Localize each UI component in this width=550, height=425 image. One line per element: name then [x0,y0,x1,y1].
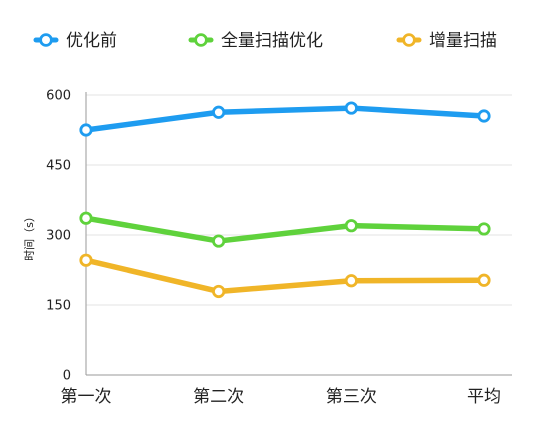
data-point [212,105,226,119]
series-1 [79,101,491,137]
series-line [83,257,487,295]
legend-item: 增量扫描 [396,31,497,51]
legend-label: 优化前 [66,31,117,51]
x-tick-label: 平均 [467,387,501,407]
series-layer [79,101,491,299]
legend-item: 优化前 [33,31,117,51]
data-point [344,219,358,233]
legend-circle-marker [39,33,53,47]
data-point [79,211,93,225]
legend-item: 全量扫描优化 [188,31,323,51]
series-2 [79,211,491,248]
legend: 优化前 全量扫描优化 增量扫描 [33,31,497,51]
y-tick-label: 600 [46,89,71,104]
legend-label: 全量扫描优化 [221,31,323,51]
data-point [477,109,491,123]
data-point [344,101,358,115]
data-point [477,222,491,236]
data-point [212,234,226,248]
grid-layer [86,94,512,306]
data-point [344,274,358,288]
data-point [212,284,226,299]
axis-layer: 0 150 300 450 600 第一次 第二次 第三次 平均 [46,89,512,407]
y-tick-label: 300 [46,229,71,244]
legend-label: 增量扫描 [429,31,497,51]
y-tick-label: 0 [63,369,71,384]
data-point [79,253,93,267]
y-tick-label: 150 [46,299,71,314]
legend-circle-marker [194,33,208,47]
legend-circle-marker [402,33,416,47]
series-3 [79,253,491,299]
x-tick-label: 第一次 [61,387,112,407]
series-line [83,105,487,133]
y-tick-label: 450 [46,159,71,174]
data-point [477,273,491,287]
x-tick-label: 第二次 [193,387,244,407]
series-line [83,215,487,244]
y-axis-label: 时间（s） [23,211,36,261]
data-point [79,123,93,137]
x-tick-label: 第三次 [326,387,377,407]
